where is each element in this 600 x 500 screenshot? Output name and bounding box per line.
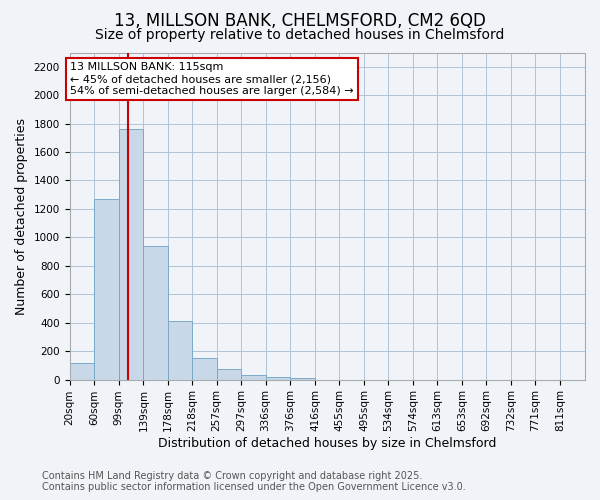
Y-axis label: Number of detached properties: Number of detached properties	[15, 118, 28, 314]
Bar	[94, 199, 119, 380]
Bar	[167, 320, 193, 380]
Bar	[266, 377, 290, 380]
X-axis label: Distribution of detached houses by size in Chelmsford: Distribution of detached houses by size …	[158, 437, 496, 450]
Bar	[241, 374, 266, 380]
Bar	[70, 363, 94, 380]
Bar	[143, 246, 167, 380]
Text: Contains HM Land Registry data © Crown copyright and database right 2025.
Contai: Contains HM Land Registry data © Crown c…	[42, 471, 466, 492]
Bar	[119, 130, 143, 380]
Bar	[193, 358, 217, 380]
Bar	[217, 369, 241, 380]
Bar	[290, 378, 315, 380]
Text: 13 MILLSON BANK: 115sqm
← 45% of detached houses are smaller (2,156)
54% of semi: 13 MILLSON BANK: 115sqm ← 45% of detache…	[70, 62, 354, 96]
Text: Size of property relative to detached houses in Chelmsford: Size of property relative to detached ho…	[95, 28, 505, 42]
Text: 13, MILLSON BANK, CHELMSFORD, CM2 6QD: 13, MILLSON BANK, CHELMSFORD, CM2 6QD	[114, 12, 486, 30]
